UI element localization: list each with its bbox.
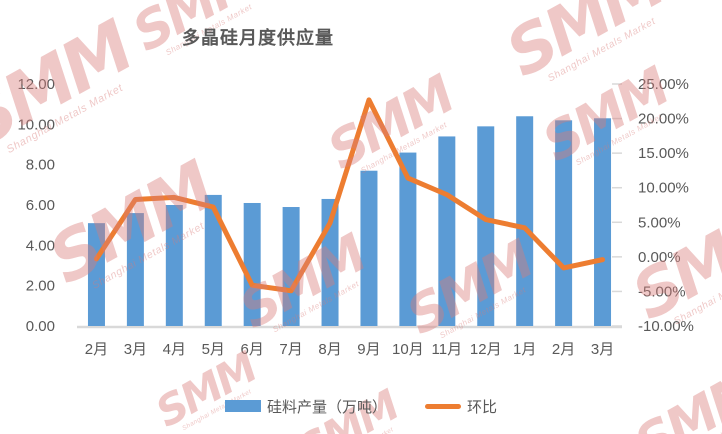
legend-item-mom: 环比 [425,396,497,417]
bar-1月 [516,116,534,327]
bar-2月 [87,223,105,326]
bar-series-swatch [224,400,261,412]
bar-11月 [438,136,456,326]
bar-3月 [126,213,144,326]
left-axis-tick-label: 0.00 [26,318,55,335]
right-axis-tick-label: -10.00% [638,318,694,335]
chart-legend: 硅料产量（万吨） 环比 [0,394,722,418]
left-axis-tick-label: 6.00 [26,197,55,214]
line-series-swatch [425,403,461,409]
legend-item-production: 硅料产量（万吨） [224,396,387,417]
right-axis-tick-label: 15.00% [638,145,689,162]
right-axis-tick-label: 10.00% [638,180,689,197]
bar-6月 [243,202,261,326]
x-axis-label-3月: 3月 [124,341,147,358]
x-axis-label-4月: 4月 [163,341,186,358]
legend-label-mom: 环比 [467,398,498,416]
mom-change-line [93,97,606,294]
x-axis-label-5月: 5月 [202,341,225,358]
left-axis-tick-label: 12.00 [17,76,55,93]
x-axis-label-12月: 12月 [470,341,502,358]
x-axis-label-1月: 1月 [513,341,536,358]
x-axis-label-8月: 8月 [318,341,341,358]
x-axis-label-2月: 2月 [85,341,108,358]
bar-7月 [282,207,300,326]
bar-9月 [360,170,378,326]
x-axis-label-6月: 6月 [241,341,264,358]
bar-10月 [399,152,417,326]
x-axis-label-9月: 9月 [357,341,380,358]
bar-5月 [204,194,222,326]
x-axis-label-2月: 2月 [552,341,575,358]
left-axis-tick-label: 2.00 [26,278,55,295]
bar-4月 [165,205,183,326]
right-axis-tick-label: 25.00% [638,76,689,93]
right-axis-tick-label: 5.00% [638,214,681,231]
right-axis-tick-label: 20.00% [638,111,689,128]
left-axis-tick-label: 10.00 [17,116,55,133]
chart-title: 多晶硅月度供应量 [182,28,334,48]
left-axis-tick-label: 8.00 [26,157,55,174]
left-axis-tick-label: 4.00 [26,237,55,254]
legend-label-production: 硅料产量（万吨） [266,398,387,416]
right-axis-tick-label: 0.00% [638,249,681,266]
x-axis-label-11月: 11月 [432,341,463,358]
bar-3月 [594,118,612,327]
x-axis-label-10月: 10月 [392,341,424,358]
x-axis-label-7月: 7月 [279,341,302,358]
right-axis-tick-label: -5.00% [638,283,686,300]
x-axis-label-3月: 3月 [591,341,614,358]
bar-2月 [555,120,573,326]
bar-12月 [477,126,495,326]
